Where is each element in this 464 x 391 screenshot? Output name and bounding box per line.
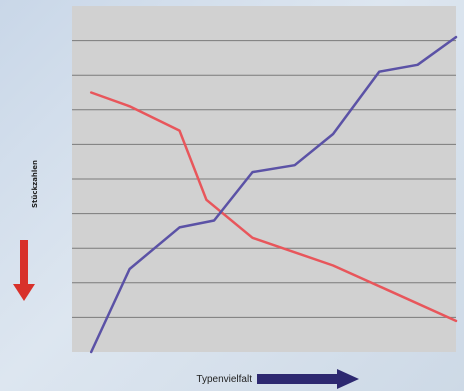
series-line-1 xyxy=(89,91,458,323)
series-line-2 xyxy=(89,35,458,354)
y-arrow-icon xyxy=(13,240,35,301)
series-layer xyxy=(89,35,458,354)
grid xyxy=(72,40,456,318)
x-arrow-icon xyxy=(257,369,359,389)
y-axis-label: Stückzahlen xyxy=(31,160,39,208)
x-axis-label: Typenvielfalt xyxy=(196,374,252,385)
